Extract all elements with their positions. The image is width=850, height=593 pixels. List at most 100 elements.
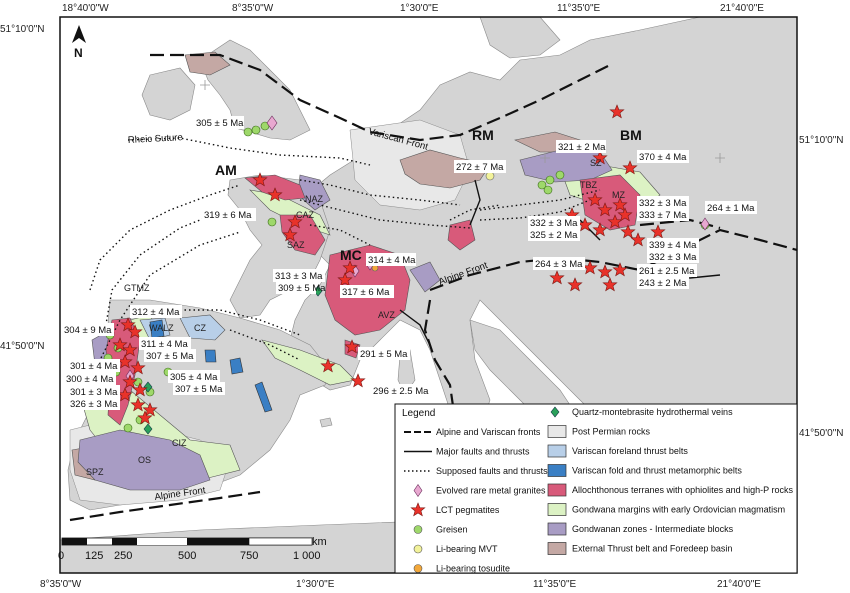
age-label: 304 ± 9 Ma (64, 325, 112, 336)
age-label: 296 ± 2.5 Ma (373, 386, 429, 397)
coord-right: 41°50'0"N (799, 428, 844, 439)
rheic-suture-label: Rheic Suture (128, 132, 183, 146)
legend-entry: Greisen (413, 525, 468, 535)
coord-left: 51°10'0"N (0, 24, 45, 35)
coord-top: 11°35'0"E (557, 3, 601, 14)
legend-symbol (547, 522, 567, 536)
age-label: 309 ± 5 Ma (278, 283, 326, 294)
legend-symbol (547, 503, 567, 516)
legend-label: Variscan fold and thrust metamorphic bel… (572, 466, 742, 476)
age-label: 332 ± 3 Ma (639, 198, 687, 209)
region-label-bm: BM (620, 127, 642, 143)
legend-entry: Allochthonous terranes with ophiolites a… (547, 483, 793, 497)
age-label: 264 ± 3 Ma (535, 259, 583, 270)
zone-label: CZ (194, 323, 206, 333)
age-label: 312 ± 4 Ma (132, 307, 180, 318)
legend-label: Allochthonous terranes with ophiolites a… (572, 485, 793, 495)
scale-bar: km 0 125 250 500 750 1 000 (58, 536, 327, 562)
age-label: 272 ± 7 Ma (456, 162, 504, 173)
age-label: 321 ± 2 Ma (558, 142, 606, 153)
legend-label: Major faults and thrusts (436, 447, 530, 457)
zone-label: SPZ (86, 467, 104, 477)
age-label: 370 ± 4 Ma (639, 152, 687, 163)
quartz-vein-point (143, 423, 153, 435)
coord-top: 8°35'0"W (232, 3, 274, 14)
legend-symbol (550, 406, 560, 418)
age-label: 243 ± 2 Ma (639, 278, 687, 289)
legend-label: Evolved rare metal granites (436, 486, 546, 496)
zone-label: CIZ (172, 438, 187, 448)
scale-tick: 750 (240, 550, 258, 562)
legend-entry: Evolved rare metal granites (413, 483, 546, 498)
legend-entry: Alpine and Variscan fronts (404, 427, 541, 437)
age-label: 314 ± 4 Ma (368, 255, 416, 266)
region-label-mc: MC (340, 247, 362, 263)
graticule (200, 80, 725, 163)
age-label: 326 ± 3 Ma (70, 399, 118, 410)
zone-label: NAZ (305, 194, 324, 204)
legend-symbol (413, 544, 423, 554)
age-label: 300 ± 4 Ma (66, 374, 114, 385)
legend-symbol (547, 444, 567, 458)
zone-label: AVZ (378, 310, 395, 320)
age-label: 311 ± 4 Ma (141, 339, 188, 350)
zone-label: SAZ (287, 240, 305, 250)
legend-entry: Quartz-montebrasite hydrothermal veins (550, 406, 733, 418)
legend-label: Quartz-montebrasite hydrothermal veins (572, 407, 733, 417)
age-label: 305 ± 4 Ma (170, 372, 218, 383)
scale-tick: 500 (178, 550, 196, 562)
legend-label: Gondwana margins with early Ordovician m… (572, 505, 785, 515)
fold-belt-units (149, 319, 273, 413)
legend-entry: Variscan foreland thrust belts (547, 444, 688, 458)
li-mvt-point (485, 171, 495, 181)
legend-symbol (413, 483, 423, 498)
legend-symbol (547, 542, 567, 555)
zone-labels: NAZ CAZ SAZ SZ TBZ MZ AVZ GTMZ WALZ CZ C… (86, 158, 625, 477)
legend-entry: Li-bearing MVT (413, 544, 498, 554)
age-labels: 305 ± 5 Ma 272 ± 7 Ma 321 ± 2 Ma 370 ± 4… (62, 116, 757, 410)
coord-bottom: 11°35'0"E (533, 579, 577, 590)
coord-left: 41°50'0"N (0, 341, 45, 352)
legend-entry: Li-bearing tosudite (413, 564, 510, 574)
age-label: 307 ± 5 Ma (146, 351, 194, 362)
zone-label: CAZ (296, 210, 315, 220)
coord-top: 18°40'0"W (62, 3, 109, 14)
legend-label: Greisen (436, 525, 468, 535)
quartz-vein-point (143, 381, 153, 393)
age-label: 319 ± 6 Ma (204, 210, 252, 221)
coord-right: 51°10'0"N (799, 135, 844, 146)
scale-tick: 0 (58, 550, 64, 562)
legend-label: External Thrust belt and Foredeep basin (572, 544, 732, 554)
coord-bottom: 1°30'0"E (296, 579, 335, 590)
legend-label: LCT pegmatites (436, 505, 500, 515)
coordinate-labels: 18°40'0"W 8°35'0"W 1°30'0"E 11°35'0"E 21… (0, 3, 844, 590)
zone-label: OS (138, 455, 151, 465)
zone-label: MZ (612, 190, 625, 200)
legend-label: Variscan foreland thrust belts (572, 446, 688, 456)
legend-entry: Gondwana margins with early Ordovician m… (547, 503, 785, 516)
legend-entry: Supposed faults and thrusts (404, 466, 548, 476)
legend-label: Li-bearing tosudite (436, 564, 510, 574)
age-label: 333 ± 7 Ma (639, 210, 687, 221)
zone-label: TBZ (580, 180, 598, 190)
legend: Legend Alpine and Variscan fronts Major f… (394, 403, 798, 574)
age-label: 332 ± 3 Ma (649, 252, 697, 263)
legend-entry: External Thrust belt and Foredeep basin (547, 542, 732, 555)
legend-label: Post Permian rocks (572, 427, 651, 437)
region-label-am: AM (215, 162, 237, 178)
legend-entry: Major faults and thrusts (404, 447, 530, 457)
legend-symbol (547, 483, 567, 497)
age-label: 305 ± 5 Ma (196, 118, 244, 129)
age-label: 301 ± 3 Ma (70, 387, 118, 398)
age-label: 332 ± 3 Ma (530, 218, 578, 229)
legend-box (394, 403, 798, 574)
north-label: N (74, 46, 83, 60)
zone-label: SZ (590, 158, 602, 168)
legend-label: Li-bearing MVT (436, 544, 498, 554)
age-label: 313 ± 3 Ma (275, 271, 323, 282)
coord-bottom: 21°40'0"E (717, 579, 761, 590)
legend-entry: Gondwanan zones - Intermediate blocks (547, 522, 734, 536)
age-label: 264 ± 1 Ma (707, 203, 755, 214)
legend-title: Legend (402, 408, 435, 419)
